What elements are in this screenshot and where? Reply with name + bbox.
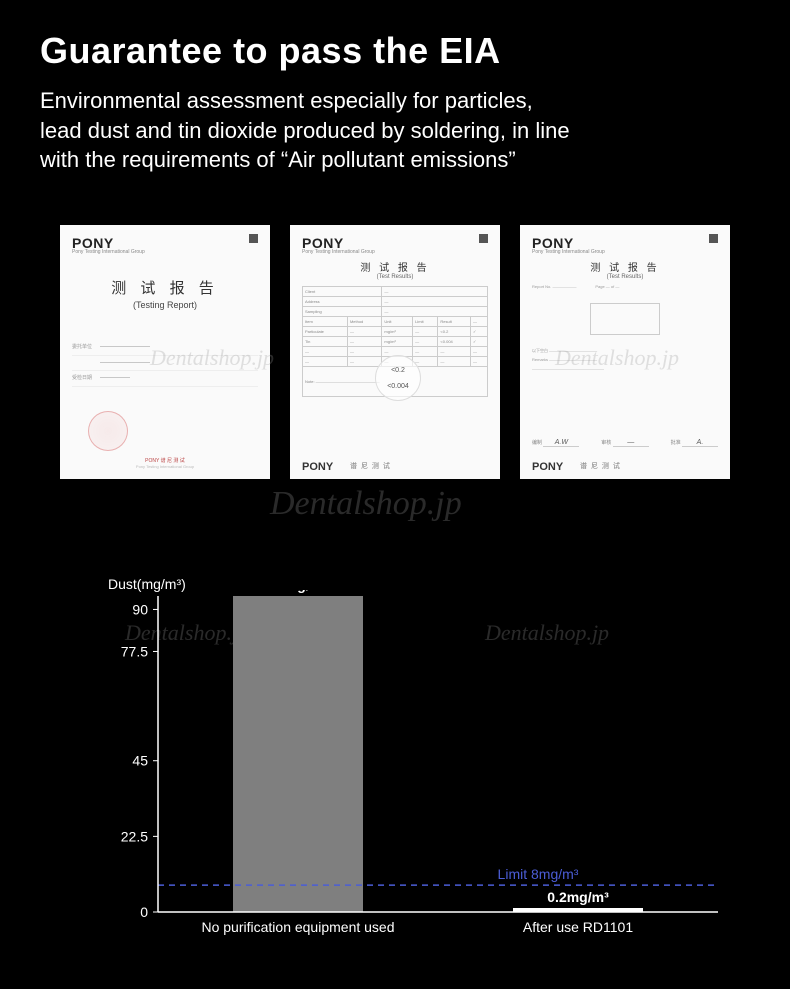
cert-title-en: (Test Results) — [302, 274, 488, 280]
cert-title-cn: 测 试 报 告 — [302, 259, 488, 274]
svg-text:22.5: 22.5 — [121, 828, 148, 844]
cert-title-cn: 测 试 报 告 — [72, 277, 258, 298]
cert-blank-box — [590, 303, 660, 335]
watermark: Dentalshop.jp — [270, 485, 462, 523]
qr-icon — [709, 234, 718, 243]
cert-title-cn: 测 试 报 告 — [532, 259, 718, 274]
stamp-icon — [88, 411, 128, 451]
cert-title-en: (Test Results) — [532, 274, 718, 280]
svg-text:77.5: 77.5 — [121, 643, 148, 659]
svg-text:94mg/m³: 94mg/m³ — [269, 590, 327, 593]
qr-icon — [479, 234, 488, 243]
svg-text:90: 90 — [132, 601, 148, 617]
page-title: Guarantee to pass the EIA — [40, 30, 750, 72]
dust-chart: Dust(mg/m³) 022.54577.59094mg/m³No purif… — [108, 576, 728, 956]
cert-footer-txt: 谱 尼 测 试 — [350, 461, 391, 471]
cert-footer: PONY 谱 尼 测 试 Pony Testing International … — [60, 457, 270, 469]
zoom-val-1: <0.2 — [391, 367, 405, 374]
cert-footer-txt: 谱 尼 测 试 — [580, 461, 621, 471]
svg-text:0.2mg/m³: 0.2mg/m³ — [547, 889, 609, 905]
certificates-row: PONY Pony Testing International Group 测 … — [60, 225, 730, 479]
svg-text:Limit 8mg/m³: Limit 8mg/m³ — [498, 866, 579, 882]
svg-text:0: 0 — [140, 904, 148, 920]
cert-title-en: (Testing Report) — [72, 300, 258, 310]
cert-body: 委托单位—————————— —————————— 受检日期—————— — [72, 340, 258, 387]
certificate-2: PONY Pony Testing International Group 测 … — [290, 225, 500, 479]
cert-logo-sub: Pony Testing International Group — [72, 249, 258, 255]
cert-zoom-circle: <0.2 <0.004 — [375, 355, 421, 401]
cert-logo-sub: Pony Testing International Group — [302, 249, 488, 255]
qr-icon — [249, 234, 258, 243]
certificate-3: PONY Pony Testing International Group 测 … — [520, 225, 730, 479]
certificate-1: PONY Pony Testing International Group 测 … — [60, 225, 270, 479]
cert-footer-logo: PONY — [532, 461, 563, 473]
svg-text:After use RD1101: After use RD1101 — [523, 919, 633, 935]
svg-text:45: 45 — [132, 753, 148, 769]
cert-notes: 以下空白 ———————————— Remarks ———————————— —… — [532, 347, 718, 373]
signature-row: 编制 A.W 审核 — 批准 A. — [532, 439, 718, 447]
cert-logo-sub: Pony Testing International Group — [532, 249, 718, 255]
chart-svg: 0 22.5 45 77.5 90 94mg/m³ No purification equi… — [108, 590, 728, 950]
cert-footer-logo: PONY — [302, 461, 333, 473]
page-subtitle: Environmental assessment especially for … — [40, 86, 750, 175]
zoom-val-2: <0.004 — [387, 383, 409, 390]
svg-text:No purification equipment used: No purification equipment used — [201, 919, 394, 935]
